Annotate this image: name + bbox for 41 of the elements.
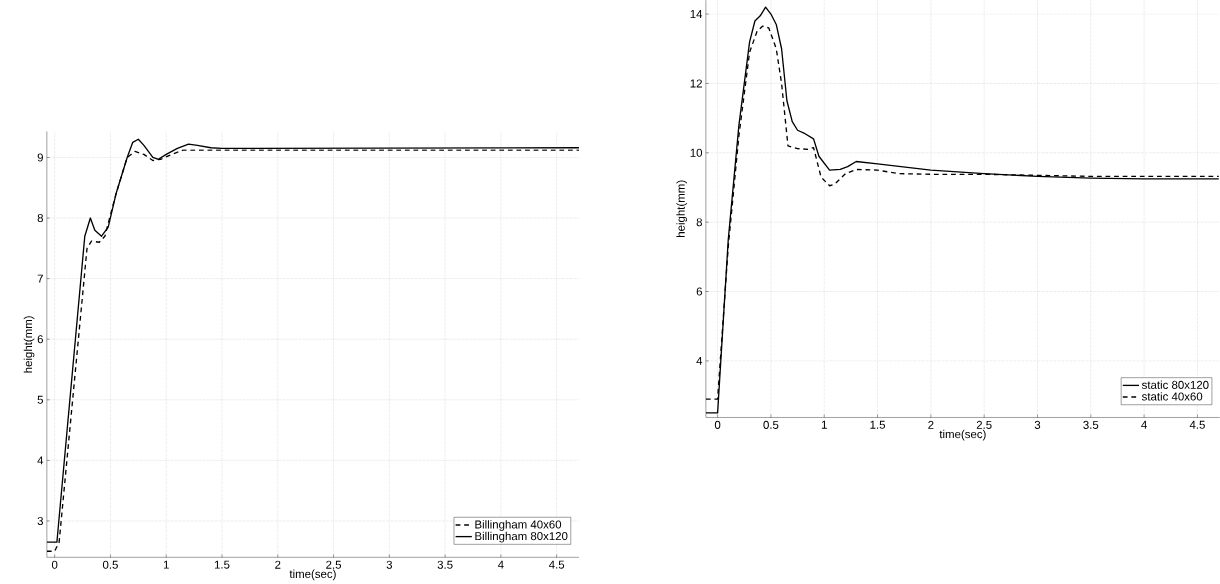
x-tick-label: 0.5 — [102, 560, 118, 569]
x-tick-label: 0 — [714, 420, 721, 429]
x-tick-label: 0 — [51, 560, 58, 569]
y-tick-label: 5 — [37, 395, 43, 404]
x-tick-label: 1.5 — [214, 560, 230, 569]
y-tick-label: 4 — [37, 456, 44, 465]
x-tick-label: 2 — [928, 420, 934, 429]
x-tick-label: 4 — [1141, 420, 1147, 429]
y-tick-label: 8 — [37, 214, 43, 223]
x-tick-label: 3.5 — [437, 560, 453, 569]
x-tick-label: 3 — [386, 560, 393, 569]
y-tick-label: 7 — [37, 274, 43, 283]
x-tick-label: 4.5 — [548, 560, 565, 569]
y-tick-label: 8 — [696, 218, 703, 227]
y-tick-label: 6 — [696, 287, 703, 296]
legend-label: Billingham 80x120 — [475, 531, 568, 543]
x-tick-label: 1 — [821, 420, 827, 429]
x-tick-label: 1 — [163, 560, 169, 569]
x-tick-label: 2.5 — [326, 560, 342, 569]
x-tick-label: 3 — [1034, 420, 1041, 429]
y-axis-title: height(mm) — [676, 180, 688, 237]
y-tick-label: 12 — [690, 79, 702, 88]
legend-label: static 40x60 — [1141, 392, 1203, 401]
y-tick-label: 6 — [37, 335, 43, 344]
x-axis-title: time(sec) — [289, 569, 336, 581]
x-tick-label: 4 — [497, 560, 504, 569]
x-tick-label: 1.5 — [870, 420, 886, 429]
x-tick-label: 0.5 — [763, 420, 779, 429]
x-tick-label: 4.5 — [1189, 420, 1205, 429]
x-tick-label: 2 — [275, 560, 281, 569]
x-tick-label: 3.5 — [1083, 420, 1099, 429]
y-axis-title: height(mm) — [23, 316, 35, 373]
y-tick-label: 14 — [690, 10, 703, 19]
y-tick-label: 9 — [37, 153, 43, 162]
x-tick-label: 2.5 — [976, 420, 992, 429]
legend-label: Billingham 40x60 — [475, 520, 562, 531]
y-tick-label: 3 — [37, 516, 43, 526]
y-tick-label: 4 — [696, 357, 703, 365]
legend-label: static 80x120 — [1141, 380, 1209, 389]
x-axis-title: time(sec) — [939, 429, 986, 441]
y-tick-label: 10 — [690, 148, 703, 157]
